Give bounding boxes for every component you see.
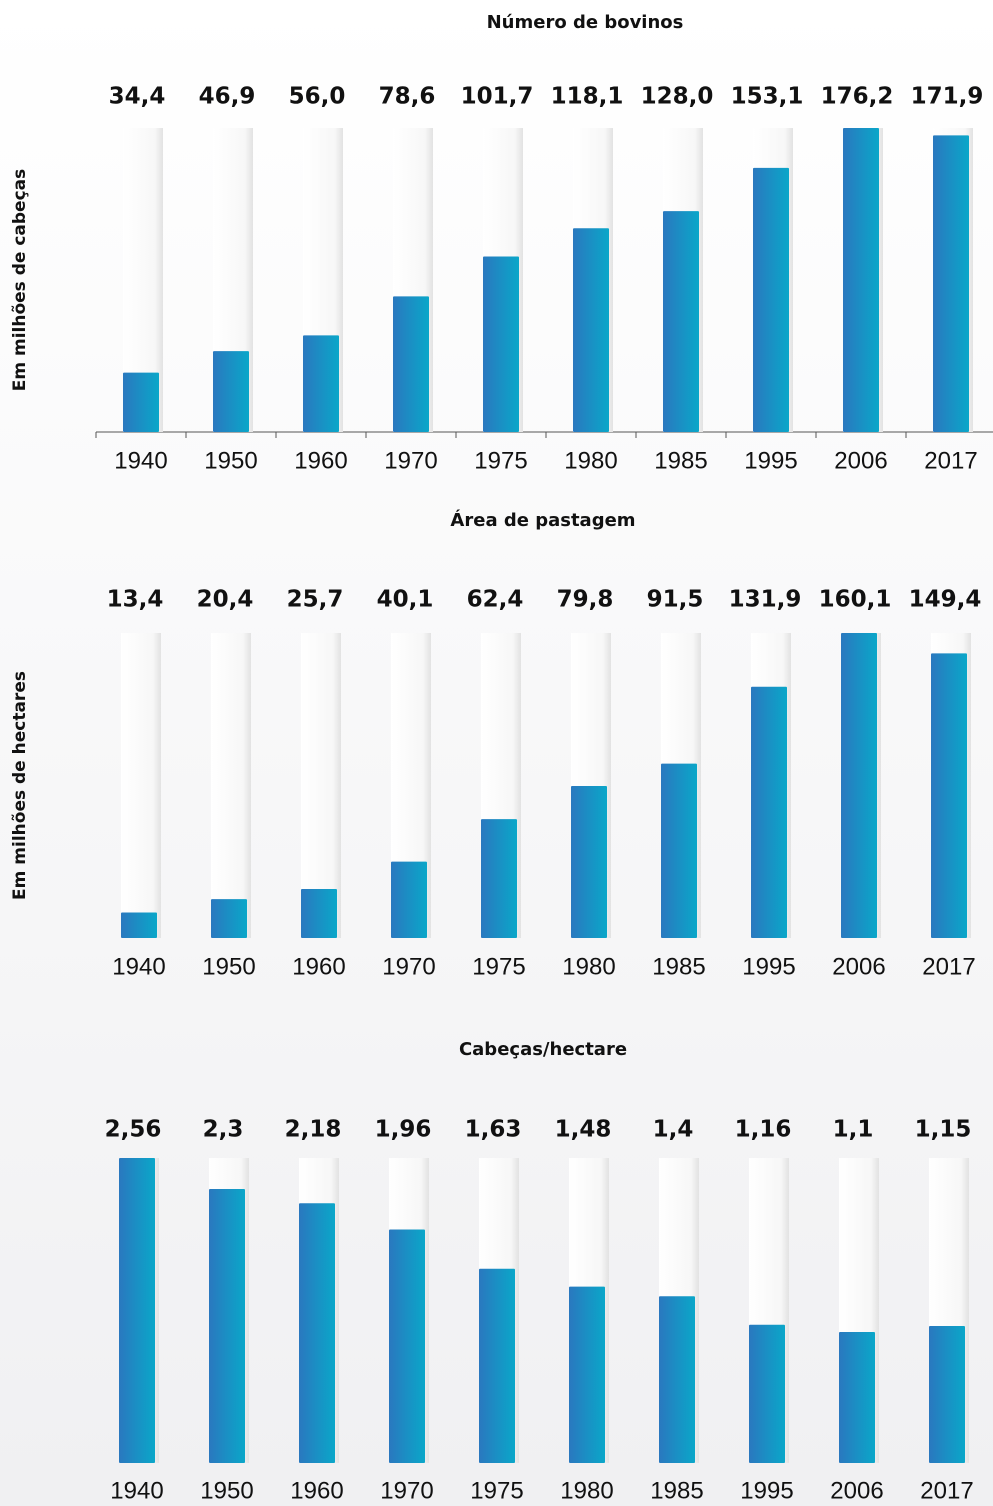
bar-track [121, 633, 161, 938]
x-tick-label: 1995 [744, 447, 797, 474]
value-label: 20,4 [197, 587, 254, 613]
x-tick-label: 1995 [742, 953, 795, 980]
x-tick-label: 1980 [564, 447, 617, 474]
value-label: 1,15 [915, 1117, 972, 1143]
chart-title: Cabeças/hectare [459, 1039, 627, 1060]
value-label: 78,6 [379, 84, 436, 110]
bar [841, 633, 877, 938]
value-label: 1,48 [555, 1117, 612, 1143]
bar [659, 1296, 695, 1463]
x-tick-label: 1975 [470, 1477, 523, 1504]
value-label: 40,1 [377, 587, 434, 613]
x-tick-label: 1985 [652, 953, 705, 980]
bar [843, 128, 879, 432]
value-label: 149,4 [909, 587, 982, 613]
y-axis-label: Em milhões de cabeças [10, 169, 30, 392]
value-label: 46,9 [199, 84, 256, 110]
value-label: 160,1 [819, 587, 892, 613]
bar [571, 785, 607, 938]
x-tick-label: 2017 [922, 953, 975, 980]
chart-title: Área de pastagem [450, 509, 635, 531]
bar [211, 899, 247, 938]
bar [209, 1188, 245, 1463]
x-tick-label: 1980 [562, 953, 615, 980]
bar [573, 228, 609, 432]
bar-track [211, 633, 251, 938]
x-tick-label: 1980 [560, 1477, 613, 1504]
x-tick-label: 1970 [382, 953, 435, 980]
value-label: 1,16 [735, 1117, 792, 1143]
value-label: 56,0 [289, 84, 346, 110]
x-tick-label: 1970 [380, 1477, 433, 1504]
x-tick-label: 1985 [650, 1477, 703, 1504]
x-tick-label: 1960 [290, 1477, 343, 1504]
bar [213, 351, 249, 432]
bar [929, 1325, 965, 1463]
value-label: 153,1 [731, 84, 804, 110]
value-label: 176,2 [821, 84, 894, 110]
y-axis-label: Em milhões de hectares [10, 671, 30, 900]
x-tick-label: 1960 [294, 447, 347, 474]
bar [933, 135, 969, 433]
x-tick-label: 1975 [472, 953, 525, 980]
bar [301, 889, 337, 938]
bar [391, 861, 427, 938]
bar [663, 211, 699, 432]
bar [299, 1203, 335, 1463]
bar [121, 912, 157, 938]
x-tick-label: 1940 [110, 1477, 163, 1504]
bar [749, 1324, 785, 1463]
value-label: 34,4 [109, 84, 166, 110]
bar-track [301, 633, 341, 938]
bar [751, 686, 787, 938]
x-tick-label: 1970 [384, 447, 437, 474]
x-tick-label: 1950 [204, 447, 257, 474]
value-label: 101,7 [461, 84, 534, 110]
x-tick-label: 2006 [832, 953, 885, 980]
value-label: 2,3 [203, 1117, 244, 1143]
bar [569, 1286, 605, 1463]
bar [483, 256, 519, 432]
value-label: 118,1 [551, 84, 624, 110]
x-tick-label: 1950 [200, 1477, 253, 1504]
value-label: 1,63 [465, 1117, 522, 1143]
value-label: 1,96 [375, 1117, 432, 1143]
x-tick-label: 1950 [202, 953, 255, 980]
chart-title: Número de bovinos [487, 12, 684, 33]
bar [119, 1158, 155, 1463]
value-label: 1,4 [653, 1117, 694, 1143]
x-tick-label: 1960 [292, 953, 345, 980]
bar [753, 167, 789, 432]
bar [481, 819, 517, 938]
value-label: 131,9 [729, 587, 802, 613]
x-tick-label: 2017 [920, 1477, 973, 1504]
x-tick-label: 1985 [654, 447, 707, 474]
bar [839, 1331, 875, 1463]
value-label: 13,4 [107, 587, 164, 613]
bar [661, 763, 697, 938]
x-tick-label: 1975 [474, 447, 527, 474]
bar [931, 653, 967, 938]
bar [389, 1229, 425, 1463]
x-tick-label: 1995 [740, 1477, 793, 1504]
bar [123, 372, 159, 432]
value-label: 171,9 [911, 84, 984, 110]
x-tick-label: 2006 [830, 1477, 883, 1504]
value-label: 62,4 [467, 587, 524, 613]
bar [303, 335, 339, 432]
value-label: 1,1 [833, 1117, 874, 1143]
x-tick-label: 2006 [834, 447, 887, 474]
bar [479, 1268, 515, 1463]
value-label: 91,5 [647, 587, 704, 613]
value-label: 79,8 [557, 587, 614, 613]
x-tick-label: 1940 [112, 953, 165, 980]
x-tick-label: 1940 [114, 447, 167, 474]
value-label: 2,56 [105, 1117, 162, 1143]
x-tick-label: 2017 [924, 447, 977, 474]
value-label: 25,7 [287, 587, 344, 613]
value-label: 128,0 [641, 84, 714, 110]
value-label: 2,18 [285, 1117, 342, 1143]
bar [393, 296, 429, 432]
